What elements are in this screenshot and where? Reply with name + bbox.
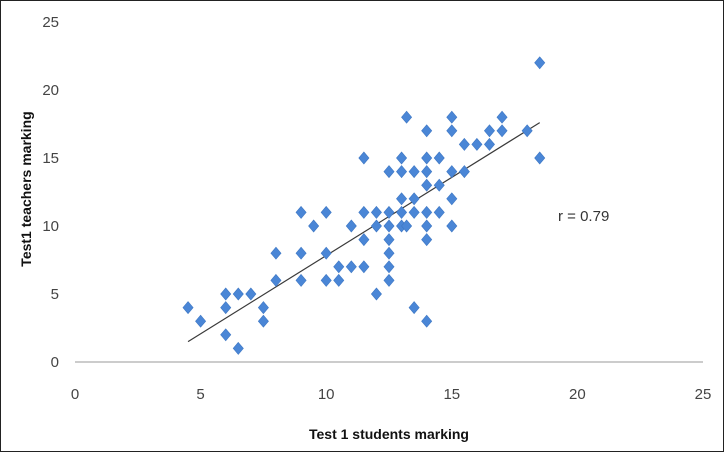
data-point	[433, 205, 445, 219]
data-point	[232, 341, 244, 355]
x-tick-label: 5	[196, 386, 204, 403]
data-point	[220, 328, 232, 342]
data-point	[496, 124, 508, 138]
data-point	[408, 205, 420, 219]
data-point	[446, 110, 458, 124]
data-point	[220, 301, 232, 315]
data-point	[182, 301, 194, 315]
x-tick-label: 25	[695, 386, 712, 403]
data-point	[471, 137, 483, 151]
data-point	[383, 260, 395, 274]
data-point	[421, 219, 433, 233]
data-point	[396, 192, 408, 206]
x-tick-labels: 0 5 10 15 20 25	[71, 386, 712, 403]
data-point	[534, 56, 546, 70]
y-tick-label: 25	[42, 14, 59, 31]
data-point	[295, 205, 307, 219]
data-point	[295, 273, 307, 287]
data-point	[370, 205, 382, 219]
x-tick-label: 15	[443, 386, 460, 403]
data-point	[458, 165, 470, 179]
data-point	[270, 273, 282, 287]
trendline-group	[187, 122, 541, 343]
data-point	[370, 219, 382, 233]
data-point	[421, 233, 433, 247]
correlation-annotation: r = 0.79	[558, 208, 609, 225]
data-point	[421, 314, 433, 328]
data-point	[421, 151, 433, 165]
data-point	[345, 219, 357, 233]
data-point	[408, 192, 420, 206]
data-point	[195, 314, 207, 328]
data-point	[370, 287, 382, 301]
data-point	[421, 178, 433, 192]
trendline	[187, 122, 541, 343]
data-point	[433, 178, 445, 192]
y-tick-label: 5	[51, 286, 59, 303]
data-point	[446, 165, 458, 179]
data-point	[408, 165, 420, 179]
data-point	[220, 287, 232, 301]
data-point	[295, 246, 307, 260]
data-point	[421, 124, 433, 138]
data-point	[333, 260, 345, 274]
data-point	[401, 110, 413, 124]
data-point	[534, 151, 546, 165]
data-point	[383, 273, 395, 287]
data-point	[483, 137, 495, 151]
data-point	[308, 219, 320, 233]
data-point	[358, 151, 370, 165]
y-axis-title: Test1 teachers marking	[18, 111, 34, 266]
data-point	[496, 110, 508, 124]
data-point	[358, 260, 370, 274]
y-tick-label: 10	[42, 218, 59, 235]
data-point	[270, 246, 282, 260]
data-point	[383, 205, 395, 219]
data-point	[320, 273, 332, 287]
data-point	[401, 219, 413, 233]
y-tick-label: 0	[51, 354, 59, 371]
data-point	[446, 124, 458, 138]
data-point	[446, 219, 458, 233]
data-point	[232, 287, 244, 301]
data-point	[320, 246, 332, 260]
data-point	[358, 233, 370, 247]
data-point	[383, 246, 395, 260]
y-tick-labels: 0 5 10 15 20 25	[42, 14, 59, 371]
data-point	[257, 314, 269, 328]
data-point	[433, 151, 445, 165]
data-point	[408, 301, 420, 315]
data-point	[421, 205, 433, 219]
x-tick-label: 10	[318, 386, 335, 403]
data-points	[182, 56, 546, 355]
data-point	[320, 205, 332, 219]
data-point	[458, 137, 470, 151]
data-point	[383, 165, 395, 179]
data-point	[358, 205, 370, 219]
x-tick-label: 20	[569, 386, 586, 403]
data-point	[421, 165, 433, 179]
data-point	[483, 124, 495, 138]
data-point	[383, 233, 395, 247]
x-axis-title: Test 1 students marking	[309, 426, 469, 442]
x-tick-label: 0	[71, 386, 79, 403]
data-point	[521, 124, 533, 138]
data-point	[257, 301, 269, 315]
data-point	[333, 273, 345, 287]
data-point	[396, 165, 408, 179]
y-tick-label: 20	[42, 82, 59, 99]
data-point	[245, 287, 257, 301]
y-tick-label: 15	[42, 150, 59, 167]
data-point	[383, 219, 395, 233]
data-point	[345, 260, 357, 274]
data-point	[396, 205, 408, 219]
data-point	[396, 151, 408, 165]
data-point	[446, 192, 458, 206]
